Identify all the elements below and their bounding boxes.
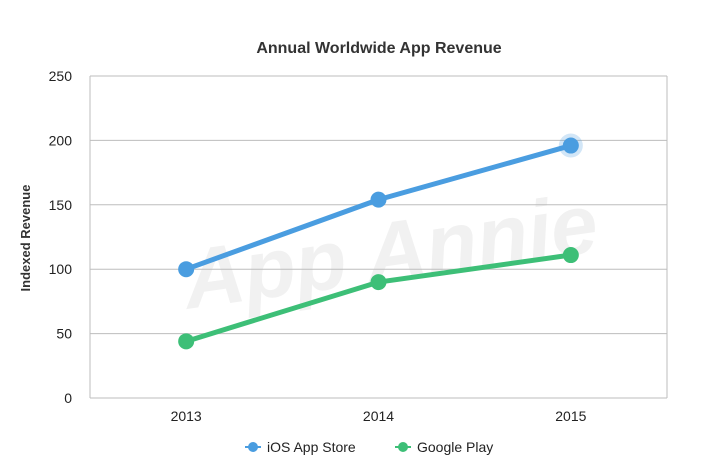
y-tick-label: 200 xyxy=(49,132,73,148)
chart-title: Annual Worldwide App Revenue xyxy=(256,40,501,57)
legend-label: Google Play xyxy=(417,439,493,455)
y-axis-ticks: 0 50 100 150 200 250 xyxy=(49,68,73,406)
x-tick-label: 2015 xyxy=(555,408,586,424)
data-point xyxy=(562,137,579,154)
data-point xyxy=(562,247,579,264)
x-tick-label: 2013 xyxy=(171,408,202,424)
y-tick-label: 100 xyxy=(49,261,73,277)
y-tick-label: 250 xyxy=(49,68,73,84)
legend-marker-2 xyxy=(398,442,408,452)
data-point xyxy=(370,191,387,208)
x-tick-label: 2014 xyxy=(363,408,394,424)
data-point xyxy=(370,274,387,291)
x-axis-ticks: 2013 2014 2015 xyxy=(171,408,587,424)
legend: iOS App Store Google Play xyxy=(245,439,493,455)
y-tick-label: 150 xyxy=(49,197,73,213)
data-point xyxy=(178,261,195,278)
y-tick-label: 50 xyxy=(56,326,72,342)
legend-marker-1 xyxy=(248,442,258,452)
data-point xyxy=(178,333,195,350)
y-tick-label: 0 xyxy=(64,390,72,406)
legend-label: iOS App Store xyxy=(267,439,356,455)
y-axis-title: Indexed Revenue xyxy=(18,185,33,292)
series-layer xyxy=(178,133,583,350)
